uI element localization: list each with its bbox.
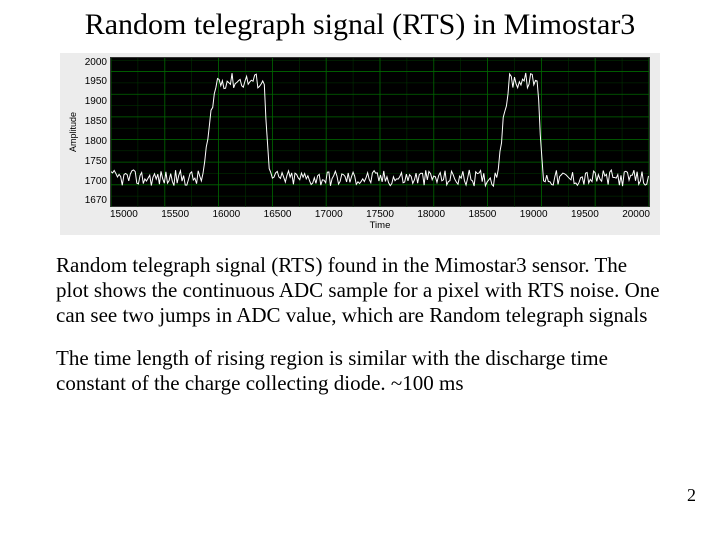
x-tick: 15000 bbox=[110, 209, 138, 220]
y-axis-label: Amplitude bbox=[66, 57, 80, 207]
x-tick: 15500 bbox=[161, 209, 189, 220]
caption-paragraph-1: Random telegraph signal (RTS) found in t… bbox=[0, 235, 720, 329]
oscilloscope-plot bbox=[110, 57, 650, 207]
page-number: 2 bbox=[687, 485, 696, 506]
x-tick: 19000 bbox=[520, 209, 548, 220]
x-tick: 19500 bbox=[571, 209, 599, 220]
caption-paragraph-2: The time length of rising region is simi… bbox=[0, 328, 720, 396]
y-tick: 1670 bbox=[85, 195, 107, 206]
x-axis-ticks: 15000 15500 16000 16500 17000 17500 18000 18500… bbox=[110, 207, 650, 220]
y-tick: 1800 bbox=[85, 136, 107, 147]
y-tick: 2000 bbox=[85, 57, 107, 68]
x-tick: 17500 bbox=[366, 209, 394, 220]
y-tick: 1850 bbox=[85, 116, 107, 127]
x-tick: 20000 bbox=[622, 209, 650, 220]
x-tick: 16500 bbox=[264, 209, 292, 220]
x-tick: 18500 bbox=[469, 209, 497, 220]
y-tick: 1950 bbox=[85, 76, 107, 87]
x-tick: 16000 bbox=[212, 209, 240, 220]
y-axis-ticks: 2000 1950 1900 1850 1800 1750 1700 1670 bbox=[80, 57, 110, 207]
page-title: Random telegraph signal (RTS) in Mimosta… bbox=[0, 0, 720, 49]
y-tick: 1700 bbox=[85, 176, 107, 187]
y-tick: 1900 bbox=[85, 96, 107, 107]
x-axis-label: Time bbox=[110, 220, 650, 231]
chart-panel: Amplitude 2000 1950 1900 1850 1800 1750 1700 16… bbox=[60, 53, 660, 235]
x-tick: 18000 bbox=[417, 209, 445, 220]
x-tick: 17000 bbox=[315, 209, 343, 220]
y-tick: 1750 bbox=[85, 156, 107, 167]
